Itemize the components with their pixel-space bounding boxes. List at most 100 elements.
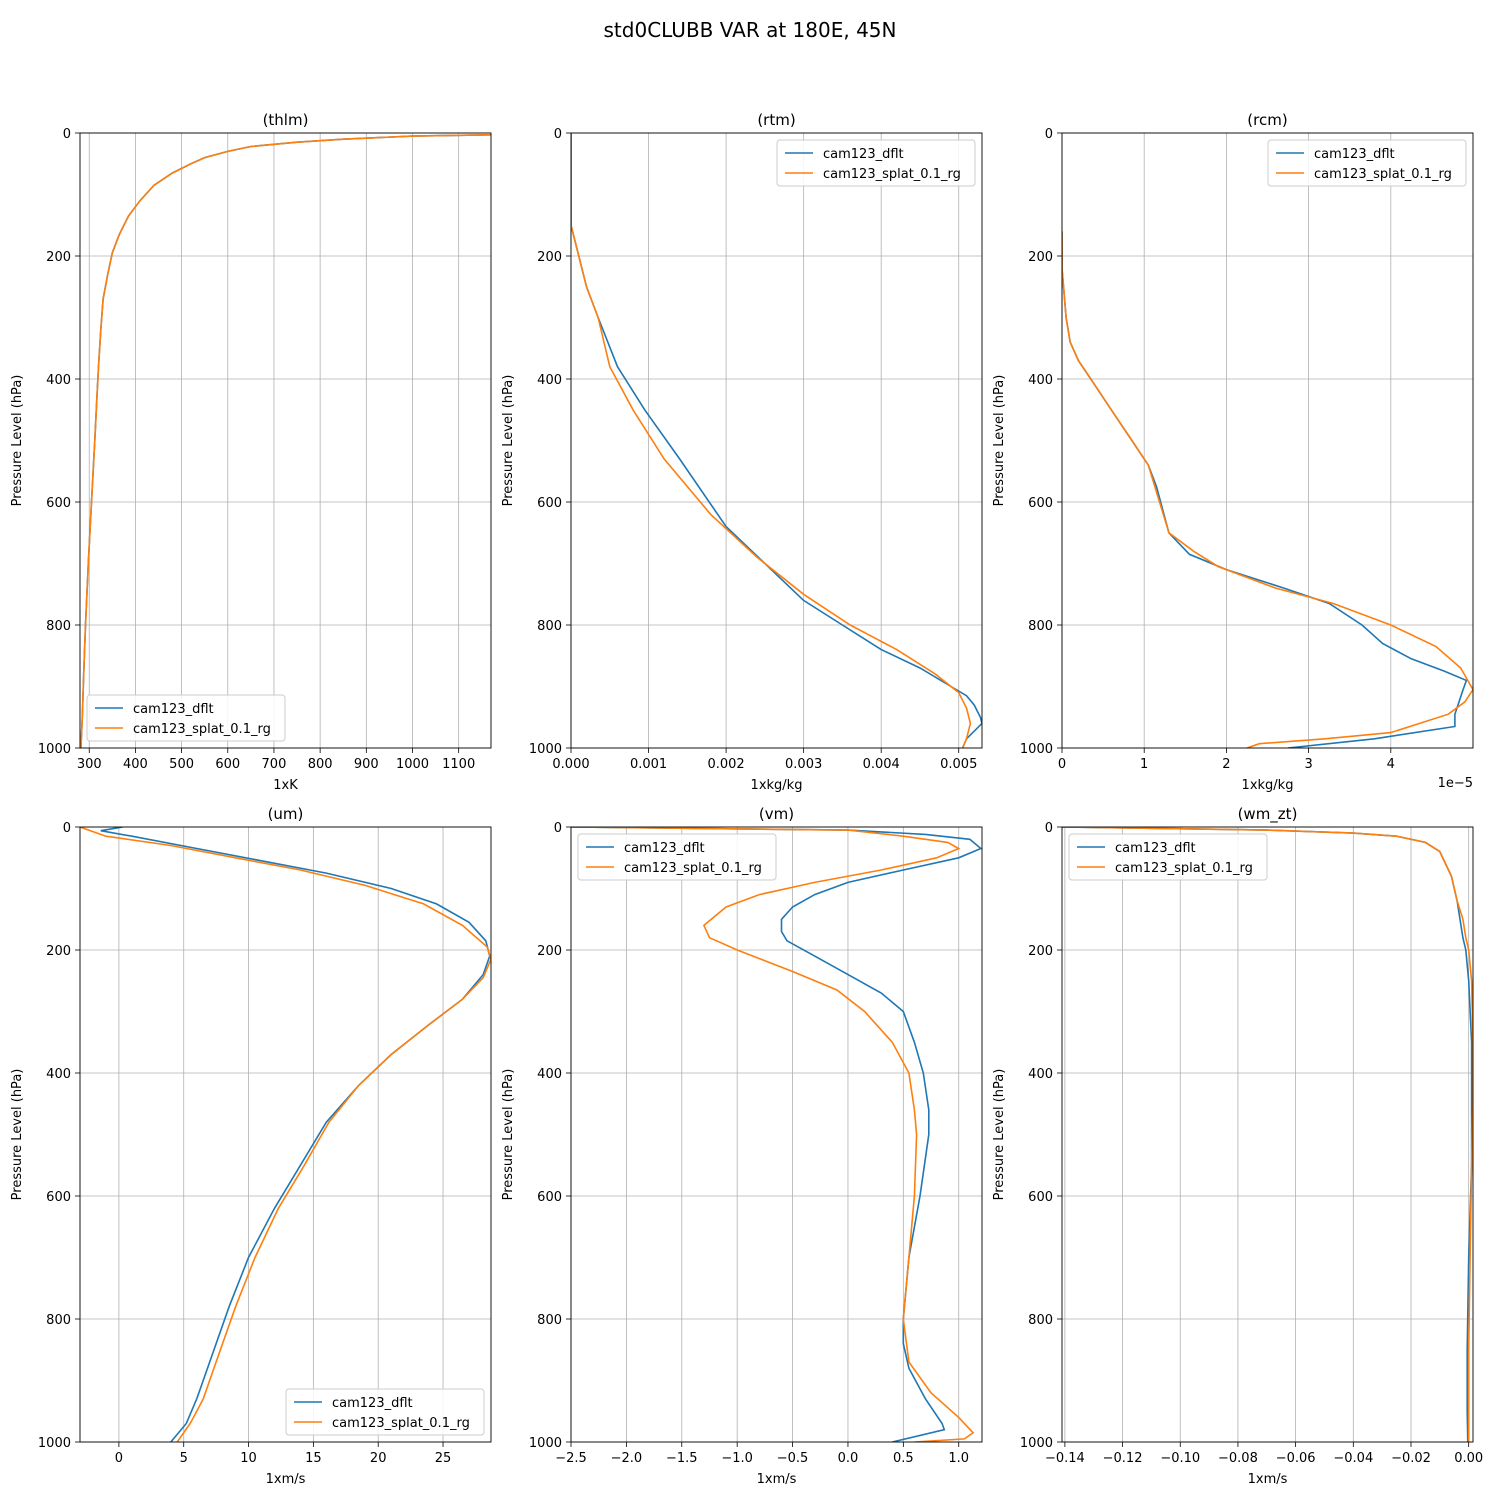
- legend-label: cam123_splat_0.1_rg: [133, 722, 271, 737]
- y-tick-label: 200: [46, 944, 71, 959]
- x-axis-label: 1xK: [273, 778, 298, 793]
- legend: cam123_dflt cam123_splat_0.1_rg: [577, 833, 777, 881]
- legend-box: [86, 694, 286, 742]
- legend-label: cam123_dflt: [133, 702, 214, 717]
- axes-frame: [570, 826, 983, 1443]
- series-line-cam123_dflt: [100, 827, 491, 1442]
- legend-box: [1267, 139, 1467, 187]
- legend-label: cam123_splat_0.1_rg: [1314, 167, 1452, 182]
- x-tick-label: 0.000: [552, 757, 589, 772]
- x-tick-label: −0.06: [1276, 1451, 1316, 1466]
- series-line-cam123_dflt: [80, 134, 491, 748]
- x-tick-label: −0.12: [1103, 1451, 1143, 1466]
- y-tick-label: 400: [1028, 373, 1053, 388]
- y-tick-label: 600: [537, 496, 562, 511]
- legend-label: cam123_splat_0.1_rg: [624, 861, 762, 876]
- axes-frame: [570, 132, 983, 749]
- x-tick-label: 2: [1222, 757, 1230, 772]
- x-tick-label: −0.5: [777, 1451, 809, 1466]
- y-tick-label: 400: [46, 373, 71, 388]
- x-tick-label: 0.002: [707, 757, 744, 772]
- y-tick-label: 400: [537, 373, 562, 388]
- x-tick-label: 25: [435, 1451, 452, 1466]
- x-tick-label: 0.001: [630, 757, 667, 772]
- y-tick-label: 600: [1028, 1190, 1053, 1205]
- legend-label: cam123_dflt: [332, 1396, 413, 1411]
- x-tick-label: 5: [180, 1451, 188, 1466]
- series-line-cam123_dflt: [1062, 827, 1473, 1442]
- y-axis-label: Pressure Level (hPa): [501, 1069, 516, 1201]
- x-tick-label: 4: [1387, 757, 1395, 772]
- y-tick-label: 200: [46, 250, 71, 265]
- y-tick-label: 200: [1028, 944, 1053, 959]
- legend-label: cam123_dflt: [1115, 841, 1196, 856]
- series-line-cam123_splat_0.1_rg: [571, 827, 975, 1442]
- series-line-cam123_dflt: [571, 827, 982, 1442]
- legend-label: cam123_dflt: [1314, 147, 1395, 162]
- series-line-cam123_splat_0.1_rg: [571, 133, 972, 748]
- x-tick-label: 600: [215, 757, 240, 772]
- x-tick-label: −1.5: [666, 1451, 698, 1466]
- y-tick-label: 800: [537, 619, 562, 634]
- y-tick-label: 400: [537, 1067, 562, 1082]
- y-axis-label: Pressure Level (hPa): [992, 1069, 1007, 1201]
- y-tick-label: 200: [537, 944, 562, 959]
- legend: cam123_dflt cam123_splat_0.1_rg: [1068, 833, 1268, 881]
- x-tick-label: 800: [308, 757, 333, 772]
- x-tick-label: 1.0: [948, 1451, 969, 1466]
- x-tick-label: 0.5: [893, 1451, 914, 1466]
- y-axis-label: Pressure Level (hPa): [10, 375, 25, 507]
- x-tick-label: 20: [370, 1451, 387, 1466]
- subplot-4: 0 5 10 15 20 25 0 200 400 600 800 1000 (um) 1xm/s Pres…: [10, 805, 492, 1487]
- legend-label: cam123_splat_0.1_rg: [1115, 861, 1253, 876]
- y-tick-label: 800: [1028, 1313, 1053, 1328]
- y-axis-label: Pressure Level (hPa): [992, 375, 1007, 507]
- y-tick-label: 600: [46, 496, 71, 511]
- legend: cam123_dflt cam123_splat_0.1_rg: [776, 139, 976, 187]
- subplot-title: (rtm): [757, 111, 795, 129]
- series-line-cam123_dflt: [571, 133, 982, 748]
- x-tick-label: 0.003: [785, 757, 822, 772]
- axes-frame: [79, 826, 492, 1443]
- y-axis-label: Pressure Level (hPa): [10, 1069, 25, 1201]
- x-axis-label: 1xkg/kg: [1242, 778, 1294, 793]
- subplot-title: (rcm): [1247, 111, 1287, 129]
- series-line-cam123_splat_0.1_rg: [80, 827, 491, 1442]
- figure-title: std0CLUBB VAR at 180E, 45N: [604, 18, 897, 42]
- subplot-2: 0.000 0.001 0.002 0.003 0.004 0.005 0 200 400 600…: [501, 111, 983, 793]
- x-tick-label: −2.0: [611, 1451, 643, 1466]
- y-tick-label: 800: [46, 619, 71, 634]
- x-tick-label: 1100: [442, 757, 475, 772]
- x-axis-label: 1xkg/kg: [751, 778, 803, 793]
- x-tick-label: 0: [115, 1451, 123, 1466]
- subplot-title: (vm): [759, 805, 794, 823]
- axes-frame: [79, 132, 492, 749]
- legend: cam123_dflt cam123_splat_0.1_rg: [285, 1388, 485, 1436]
- x-tick-label: −2.5: [555, 1451, 587, 1466]
- y-tick-label: 800: [537, 1313, 562, 1328]
- x-tick-label: 0.005: [940, 757, 977, 772]
- legend-box: [1068, 833, 1268, 881]
- y-tick-label: 1000: [38, 742, 71, 757]
- y-tick-label: 400: [46, 1067, 71, 1082]
- x-tick-label: 400: [123, 757, 148, 772]
- axes-frame: [1061, 826, 1474, 1443]
- x-tick-label: 500: [169, 757, 194, 772]
- x-tick-label: −0.08: [1218, 1451, 1258, 1466]
- x-tick-label: −0.04: [1333, 1451, 1373, 1466]
- y-tick-label: 800: [1028, 619, 1053, 634]
- legend-box: [577, 833, 777, 881]
- legend-label: cam123_splat_0.1_rg: [332, 1416, 470, 1431]
- legend: cam123_dflt cam123_splat_0.1_rg: [86, 694, 286, 742]
- x-axis-label: 1xm/s: [266, 1472, 306, 1487]
- x-tick-label: 0.0: [838, 1451, 859, 1466]
- series-line-cam123_splat_0.1_rg: [80, 134, 491, 748]
- x-tick-label: 0.00: [1454, 1451, 1483, 1466]
- y-tick-label: 0: [1045, 127, 1053, 142]
- y-tick-label: 0: [63, 127, 71, 142]
- legend-box: [776, 139, 976, 187]
- x-axis-label: 1xm/s: [1248, 1472, 1288, 1487]
- series-line-cam123_dflt: [1062, 231, 1468, 748]
- legend-label: cam123_splat_0.1_rg: [823, 167, 961, 182]
